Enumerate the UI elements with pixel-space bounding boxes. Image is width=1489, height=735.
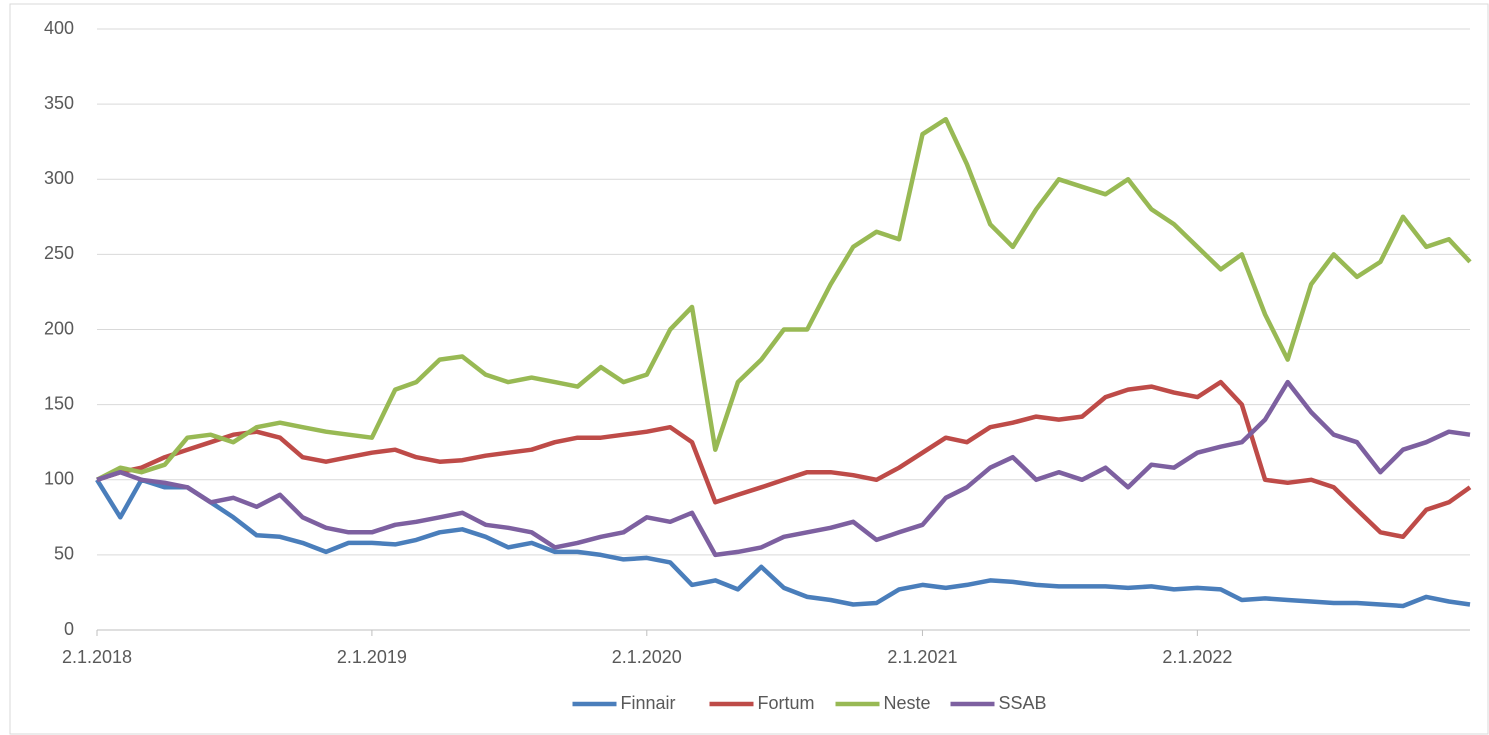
series-line [95, 116, 1472, 482]
y-tick-label: 250 [44, 243, 74, 263]
series-line [95, 477, 1471, 609]
legend-label: Neste [884, 693, 931, 713]
x-tick-label: 2.1.2019 [337, 647, 407, 667]
y-tick-label: 400 [44, 18, 74, 38]
y-tick-label: 300 [44, 168, 74, 188]
x-tick-label: 2.1.2021 [887, 647, 957, 667]
y-tick-label: 0 [64, 619, 74, 639]
legend-label: SSAB [999, 693, 1047, 713]
y-tick-label: 350 [44, 93, 74, 113]
y-tick-label: 200 [44, 318, 74, 338]
series-line [96, 379, 1472, 540]
legend-label: Finnair [621, 693, 676, 713]
x-tick-label: 2.1.2018 [62, 647, 132, 667]
series-line [96, 379, 1471, 558]
y-tick-label: 100 [44, 469, 74, 489]
y-tick-label: 50 [54, 544, 74, 564]
legend-label: Fortum [758, 693, 815, 713]
y-tick-label: 150 [44, 393, 74, 413]
x-tick-label: 2.1.2020 [612, 647, 682, 667]
x-tick-label: 2.1.2022 [1162, 647, 1232, 667]
